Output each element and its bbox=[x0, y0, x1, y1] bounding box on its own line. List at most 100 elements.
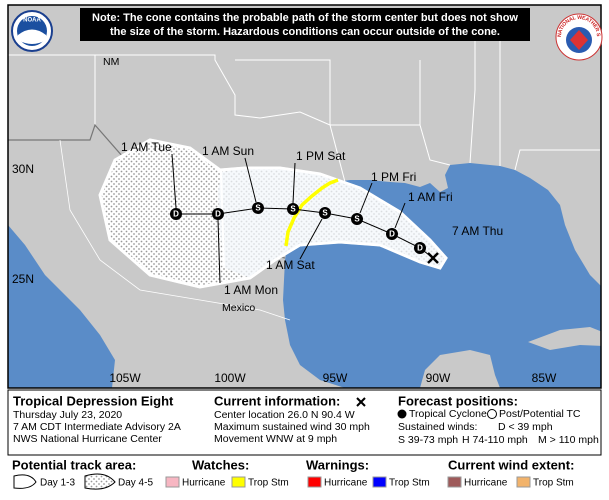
x-stroke bbox=[356, 397, 366, 407]
point-letter: D bbox=[417, 244, 423, 253]
legend-title: Warnings: bbox=[306, 457, 369, 472]
leader-line bbox=[292, 162, 296, 204]
region-label: NM bbox=[103, 56, 119, 68]
forecast-time-label: 1 AM Sun bbox=[202, 144, 254, 158]
swatch bbox=[372, 476, 387, 488]
legend-label: Trop Stm bbox=[389, 478, 430, 489]
swatch bbox=[231, 476, 246, 488]
leader-line bbox=[299, 218, 323, 260]
wind-class: M > 110 mph bbox=[538, 434, 599, 446]
swatch bbox=[447, 476, 462, 488]
center-name: NWS National Hurricane Center bbox=[13, 433, 162, 445]
tc-symbol bbox=[397, 409, 407, 419]
border bbox=[514, 149, 600, 171]
border bbox=[330, 124, 451, 166]
leader-line bbox=[394, 202, 406, 229]
legend-title: Watches: bbox=[192, 457, 249, 472]
legend-label: Day 4-5 bbox=[118, 478, 153, 489]
border bbox=[235, 59, 331, 125]
winds-label: Sustained winds: bbox=[398, 421, 477, 433]
forecast-point bbox=[319, 207, 331, 219]
legend-label: Hurricane bbox=[182, 478, 226, 489]
cone-day-divider bbox=[220, 170, 225, 269]
point-letter: S bbox=[322, 209, 328, 218]
lon-label: 100W bbox=[214, 371, 246, 385]
forecast-point bbox=[414, 242, 426, 254]
lon-label: 85W bbox=[532, 371, 557, 385]
map: D D S S S S D D 7 AM Thu 1 AM Fri 1 PM Fri 1 AM Sat… bbox=[8, 5, 601, 388]
leader-line bbox=[171, 153, 177, 209]
mexico-states bbox=[59, 139, 291, 321]
current-x bbox=[427, 252, 439, 264]
current-wind: Maximum sustained wind 30 mph bbox=[214, 421, 370, 433]
note-box bbox=[80, 8, 530, 41]
lon-label: 90W bbox=[426, 371, 451, 385]
note-text: the size of the storm. Hazardous conditi… bbox=[110, 26, 500, 38]
legend-label: Hurricane bbox=[324, 478, 368, 489]
tropical-storm-warning-coast bbox=[284, 178, 339, 247]
point-letter: D bbox=[215, 210, 221, 219]
current-position bbox=[427, 252, 439, 264]
ptc-symbol bbox=[487, 409, 497, 419]
current-x-icon bbox=[356, 397, 366, 407]
lon-label: 95W bbox=[323, 371, 348, 385]
forecast-point bbox=[170, 208, 182, 220]
legend-title: Current wind extent: bbox=[448, 457, 574, 472]
legend-label: Hurricane bbox=[464, 478, 508, 489]
forecast-title: Forecast positions: bbox=[398, 393, 518, 408]
legend-title: Potential track area: bbox=[12, 457, 136, 472]
storm-name: Tropical Depression Eight bbox=[13, 393, 174, 408]
forecast-time-label: 1 AM Fri bbox=[408, 190, 453, 204]
forecast-time-label: 1 AM Sat bbox=[266, 258, 315, 272]
point-letter: S bbox=[290, 205, 296, 214]
wind-class: D < 39 mph bbox=[498, 421, 553, 433]
lat-label: 30N bbox=[12, 162, 34, 176]
forecast-point bbox=[252, 202, 264, 214]
noaa-logo: NOAA bbox=[11, 10, 53, 52]
legend-label: Trop Stm bbox=[533, 478, 574, 489]
region-label: Mexico bbox=[222, 302, 255, 314]
lon-label: 105W bbox=[109, 371, 141, 385]
forecast-points: D D S S S S D D 7 AM Thu 1 AM Fri 1 PM Fri 1 AM Sat… bbox=[121, 140, 503, 297]
pacific-ocean bbox=[8, 225, 115, 388]
forecast-point bbox=[351, 213, 363, 225]
current-movement: Movement WNW at 9 mph bbox=[214, 433, 337, 445]
note-text: Note: The cone contains the probable pat… bbox=[92, 12, 518, 24]
leader-line bbox=[359, 182, 373, 214]
swatch bbox=[516, 476, 531, 488]
border bbox=[469, 20, 476, 164]
legend-label: Day 1-3 bbox=[40, 478, 75, 489]
cone-day-1-3 bbox=[218, 168, 446, 278]
logo-bird bbox=[18, 29, 46, 44]
current-title: Current information: bbox=[214, 393, 340, 408]
point-letter: D bbox=[173, 210, 179, 219]
swatch bbox=[165, 476, 180, 488]
info-panel bbox=[7, 389, 602, 456]
state-borders bbox=[8, 20, 600, 183]
leader-line bbox=[244, 157, 257, 203]
legend-label: Trop Stm bbox=[248, 478, 289, 489]
border bbox=[329, 124, 346, 183]
forecast-time-label: 1 PM Sat bbox=[296, 149, 346, 163]
forecast-time-label: 1 AM Mon bbox=[224, 283, 278, 297]
forecast-time-label: 1 AM Tue bbox=[121, 140, 172, 154]
lat-label: 25N bbox=[12, 272, 34, 286]
advisory: 7 AM CDT Intermediate Advisory 2A bbox=[13, 421, 181, 433]
logo-mark bbox=[570, 30, 588, 50]
cuba bbox=[528, 327, 601, 350]
border bbox=[95, 54, 331, 126]
wind-class: H 74-110 mph bbox=[462, 434, 528, 446]
point-letter: S bbox=[354, 215, 360, 224]
point-letter: D bbox=[389, 230, 395, 239]
ptc-label: Post/Potential TC bbox=[499, 408, 581, 420]
forecast-time-label: 1 PM Fri bbox=[371, 170, 416, 184]
cone-outline bbox=[98, 138, 448, 289]
forecast-point bbox=[287, 203, 299, 215]
leader-line bbox=[217, 219, 221, 284]
forecast-point bbox=[386, 228, 398, 240]
storm-date: Thursday July 23, 2020 bbox=[13, 409, 122, 421]
forecast-time-label: 7 AM Thu bbox=[452, 224, 503, 238]
wind-class: S 39-73 mph bbox=[398, 434, 458, 446]
map-frame bbox=[7, 4, 602, 389]
